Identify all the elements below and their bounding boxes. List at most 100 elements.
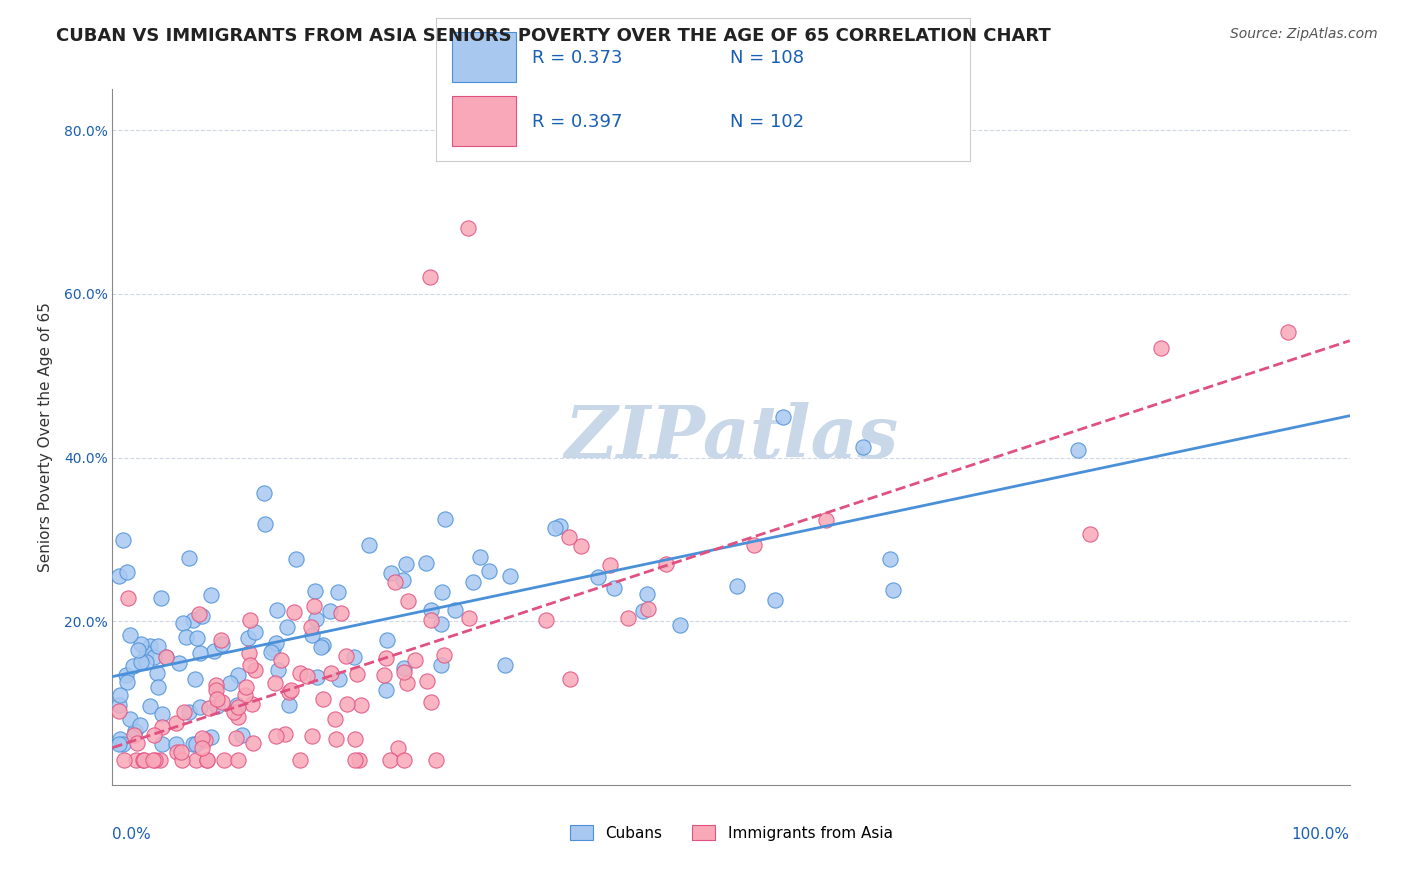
Point (184, 737, 207, 751)
Point (228, 753, 250, 767)
Point (429, 617, 451, 632)
Point (343, 650, 366, 665)
Point (181, 737, 204, 751)
Point (267, 663, 290, 677)
Point (235, 680, 257, 694)
Point (242, 736, 264, 750)
Point (419, 613, 441, 627)
Point (143, 650, 166, 665)
Point (107, 568, 129, 582)
Point (290, 753, 312, 767)
Point (263, 676, 285, 690)
Point (380, 566, 402, 580)
Point (380, 753, 402, 767)
Point (169, 745, 191, 759)
Point (558, 672, 581, 686)
Text: Source: ZipAtlas.com: Source: ZipAtlas.com (1230, 27, 1378, 41)
Point (725, 579, 748, 593)
Point (288, 666, 311, 681)
Point (191, 740, 214, 755)
Text: 100.0%: 100.0% (1292, 827, 1350, 842)
Point (550, 519, 572, 533)
Point (211, 695, 233, 709)
Point (205, 692, 228, 706)
Point (150, 737, 173, 751)
Point (187, 607, 209, 622)
Point (384, 574, 406, 589)
Point (170, 753, 193, 767)
Point (205, 678, 228, 692)
Point (139, 639, 162, 653)
Point (172, 615, 194, 630)
Point (124, 723, 146, 738)
Point (260, 645, 283, 659)
Point (283, 605, 305, 619)
Point (239, 658, 262, 673)
Point (184, 753, 207, 767)
Point (669, 617, 692, 632)
Point (404, 652, 426, 666)
Point (392, 661, 415, 675)
Point (772, 409, 794, 424)
Point (166, 745, 188, 759)
Point (174, 630, 197, 644)
Point (253, 516, 276, 531)
Point (495, 658, 517, 673)
Point (155, 649, 177, 664)
Point (307, 670, 329, 684)
Point (599, 558, 621, 573)
Point (122, 659, 145, 673)
Point (815, 513, 838, 527)
Point (499, 569, 522, 583)
Point (146, 640, 169, 654)
Point (135, 655, 157, 669)
Point (198, 700, 221, 714)
Point (129, 717, 152, 731)
Point (146, 666, 169, 681)
Point (205, 699, 228, 714)
Point (319, 604, 342, 618)
Point (444, 603, 467, 617)
Point (297, 669, 319, 683)
Point (142, 728, 165, 742)
Point (375, 651, 398, 665)
Point (277, 698, 299, 712)
Point (304, 583, 326, 598)
Point (617, 611, 640, 625)
Point (135, 646, 157, 660)
Point (179, 706, 201, 720)
Point (395, 676, 418, 690)
Point (211, 637, 233, 651)
Point (637, 602, 659, 616)
Point (212, 753, 235, 767)
Point (359, 538, 381, 552)
Point (245, 663, 267, 677)
Point (167, 656, 190, 670)
Point (226, 700, 249, 714)
Point (301, 628, 323, 642)
Point (396, 594, 419, 608)
Point (374, 682, 396, 697)
Point (264, 635, 287, 649)
Point (107, 704, 129, 718)
Point (309, 640, 332, 655)
Point (270, 653, 292, 667)
Point (631, 604, 654, 618)
Point (149, 753, 172, 767)
Point (202, 643, 225, 657)
Point (655, 558, 678, 572)
Point (470, 549, 492, 564)
Point (392, 665, 415, 680)
Point (142, 753, 165, 767)
Point (323, 712, 346, 726)
Point (173, 705, 195, 719)
Point (143, 753, 166, 767)
Point (262, 641, 284, 656)
Text: N = 102: N = 102 (730, 113, 804, 131)
Point (112, 533, 135, 548)
Point (243, 624, 266, 639)
Point (420, 603, 443, 617)
Point (117, 591, 139, 605)
Y-axis label: Seniors Poverty Over the Age of 65: Seniors Poverty Over the Age of 65 (38, 302, 52, 572)
Point (191, 731, 214, 745)
